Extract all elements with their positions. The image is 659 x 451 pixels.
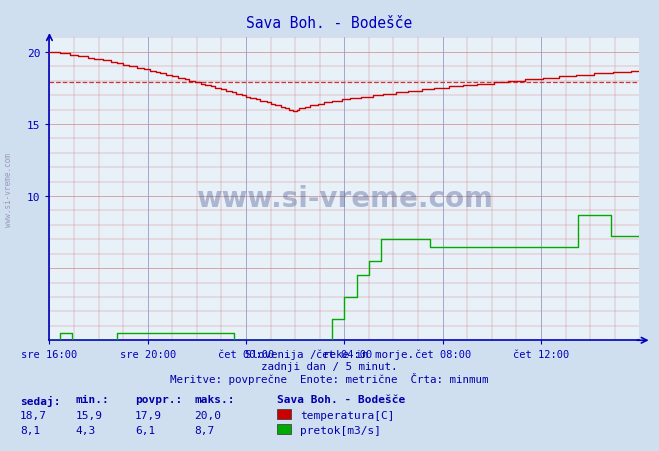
Text: Sava Boh. - Bodešče: Sava Boh. - Bodešče	[246, 16, 413, 31]
Text: www.si-vreme.com: www.si-vreme.com	[4, 152, 13, 226]
Text: 15,9: 15,9	[76, 410, 103, 420]
Text: zadnji dan / 5 minut.: zadnji dan / 5 minut.	[261, 361, 398, 371]
Text: Slovenija / reke in morje.: Slovenija / reke in morje.	[245, 350, 414, 359]
Text: maks.:: maks.:	[194, 395, 235, 405]
Text: pretok[m3/s]: pretok[m3/s]	[300, 425, 381, 435]
Text: 8,1: 8,1	[20, 425, 40, 435]
Text: 17,9: 17,9	[135, 410, 162, 420]
Text: 8,7: 8,7	[194, 425, 215, 435]
Text: 18,7: 18,7	[20, 410, 47, 420]
Text: povpr.:: povpr.:	[135, 395, 183, 405]
Text: sedaj:: sedaj:	[20, 395, 60, 405]
Text: temperatura[C]: temperatura[C]	[300, 410, 394, 420]
Text: min.:: min.:	[76, 395, 109, 405]
Text: 6,1: 6,1	[135, 425, 156, 435]
Text: www.si-vreme.com: www.si-vreme.com	[196, 184, 493, 212]
Text: Sava Boh. - Bodešče: Sava Boh. - Bodešče	[277, 395, 405, 405]
Text: 20,0: 20,0	[194, 410, 221, 420]
Text: Meritve: povprečne  Enote: metrične  Črta: minmum: Meritve: povprečne Enote: metrične Črta:…	[170, 372, 489, 384]
Text: 4,3: 4,3	[76, 425, 96, 435]
